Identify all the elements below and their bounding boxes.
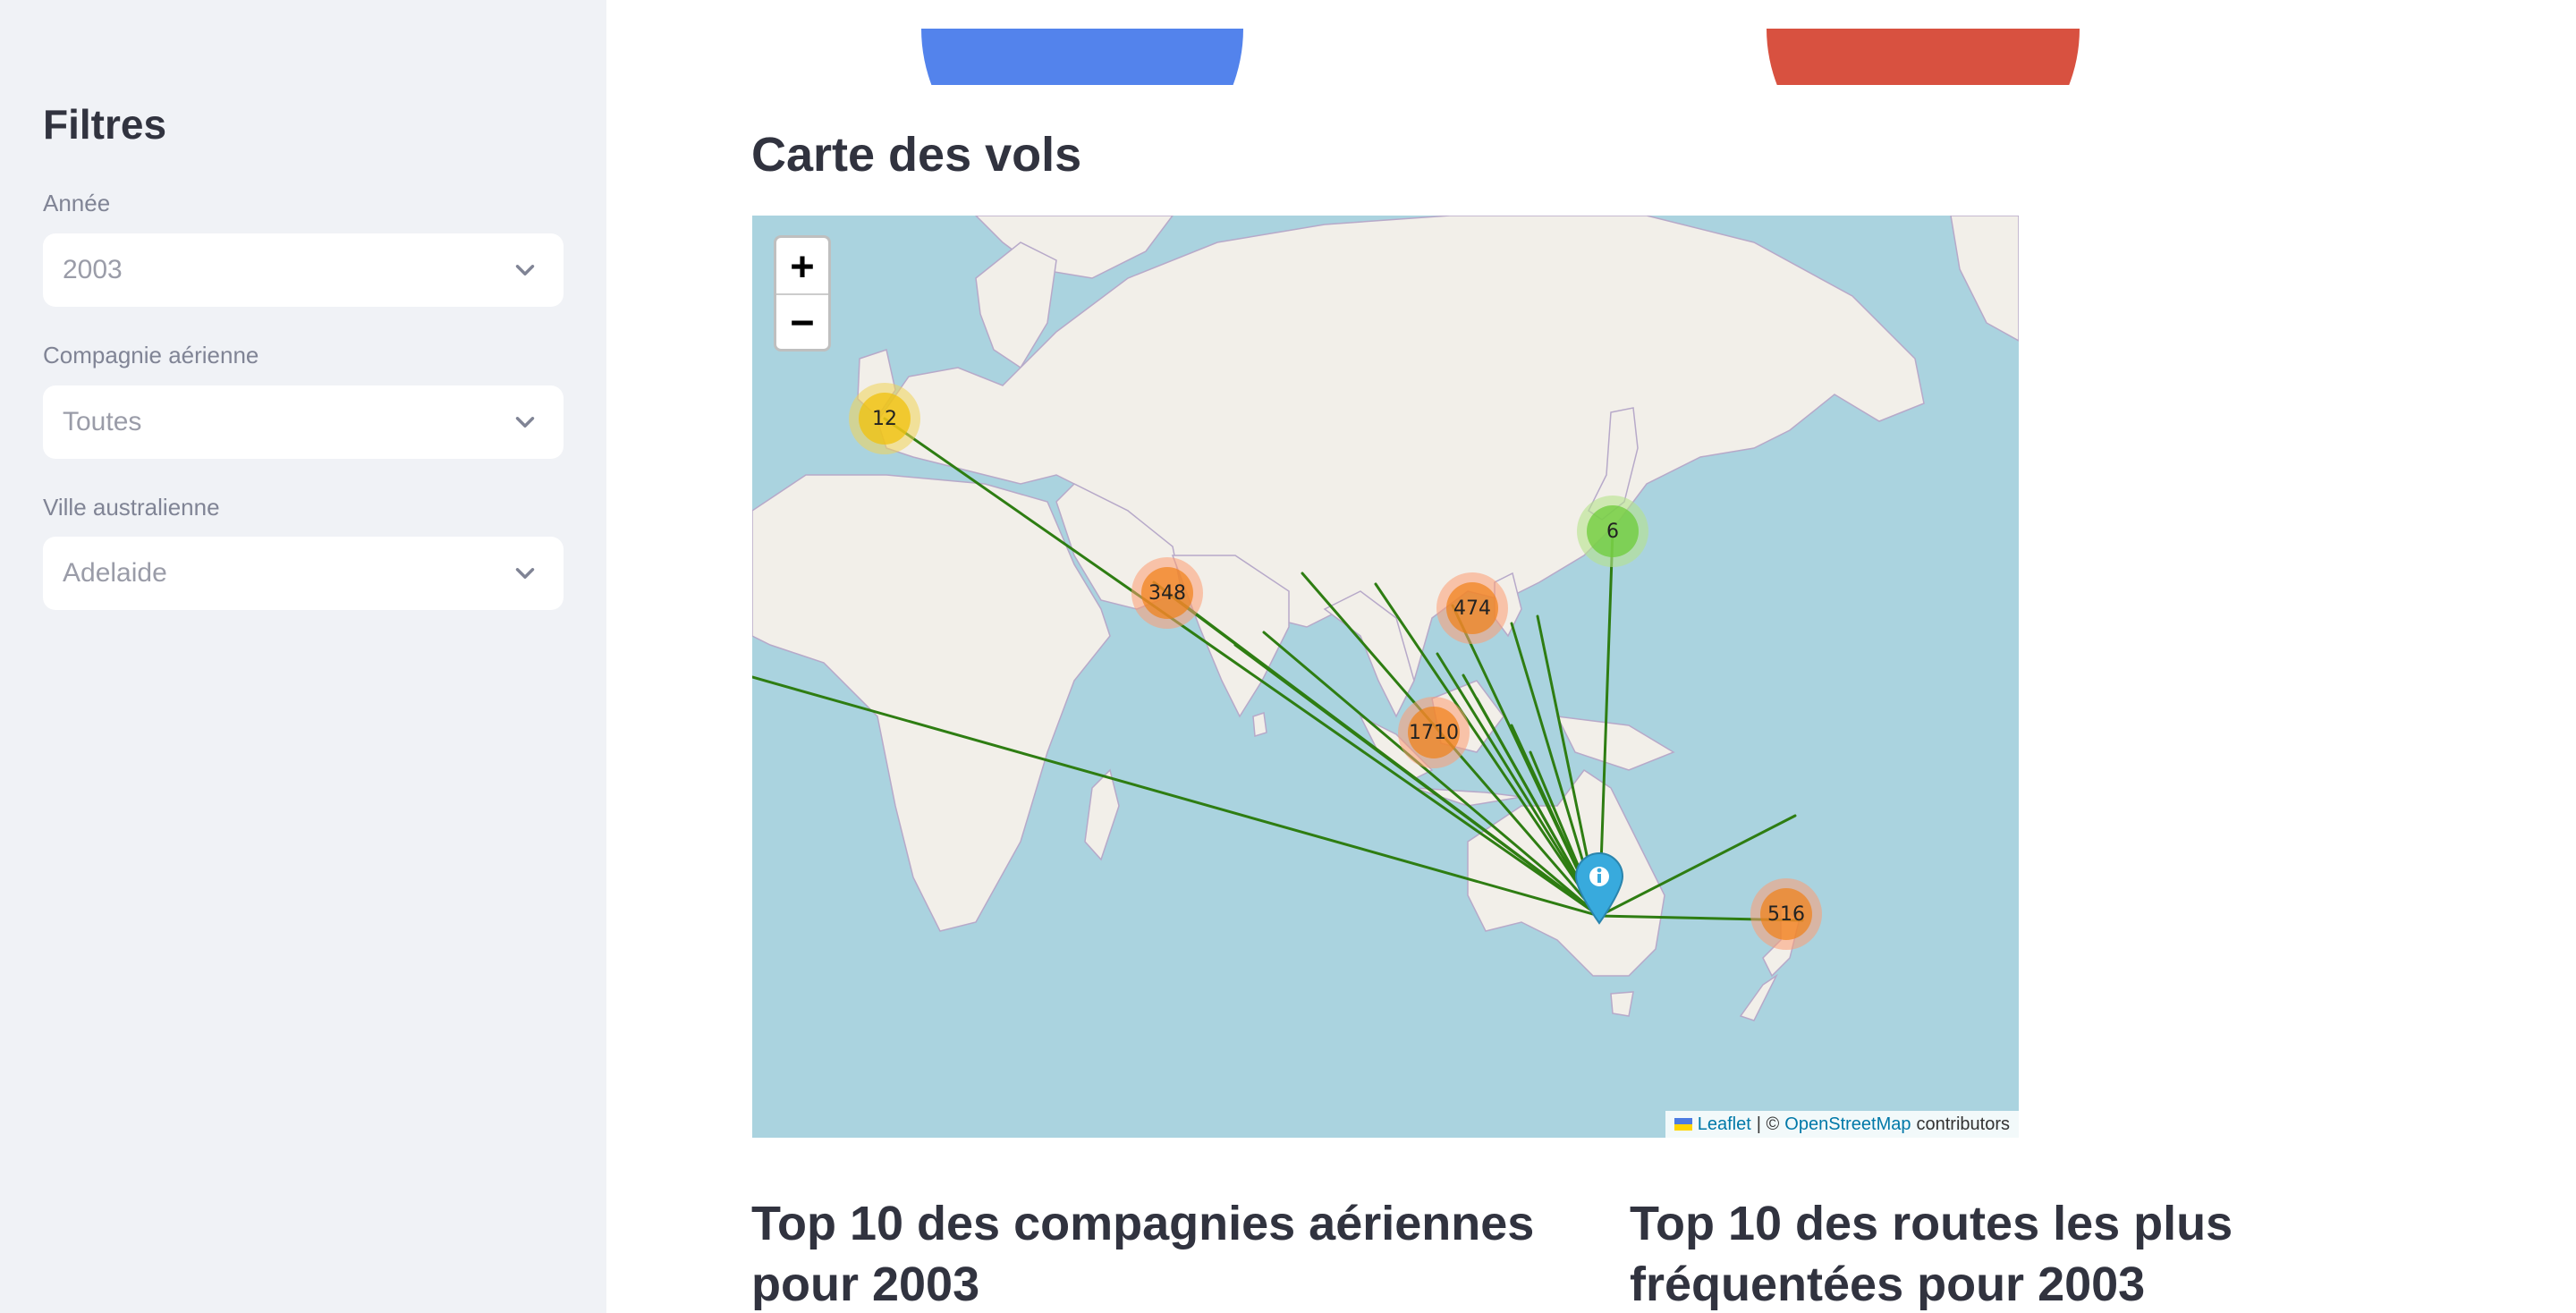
map-pin-icon[interactable] bbox=[1572, 850, 1626, 925]
cluster-marker-middle-east[interactable]: 348 bbox=[1131, 557, 1203, 629]
flight-route-line bbox=[1262, 631, 1601, 918]
sidebar: Filtres Année 2003 Compagnie aérienne To… bbox=[0, 0, 606, 1313]
city-select[interactable]: Adelaide bbox=[43, 537, 564, 610]
top-airlines-title: Top 10 des compagnies aériennes pour 200… bbox=[751, 1197, 1535, 1311]
pie-chart-bottom-edge-right bbox=[1767, 29, 2080, 85]
city-value: Adelaide bbox=[63, 558, 167, 588]
flight-route-line bbox=[883, 417, 1601, 918]
flight-route-line bbox=[1233, 643, 1601, 918]
chevron-down-icon bbox=[515, 417, 535, 428]
map-attribution: Leaflet | © OpenStreetMap contributors bbox=[1665, 1111, 2019, 1138]
flight-map[interactable]: 12 6 348 474 1710 516 + − bbox=[752, 216, 2019, 1138]
cluster-count: 6 bbox=[1587, 505, 1639, 557]
cluster-count: 474 bbox=[1446, 582, 1498, 634]
year-label: Année bbox=[43, 190, 111, 216]
cluster-count: 348 bbox=[1141, 567, 1193, 619]
flight-route-line bbox=[1374, 582, 1601, 918]
map-title: Carte des vols bbox=[751, 128, 1082, 182]
city-label: Ville australienne bbox=[43, 494, 220, 521]
pie-chart-bottom-edge-left bbox=[921, 29, 1243, 85]
airline-select[interactable]: Toutes bbox=[43, 385, 564, 459]
attribution-suffix: contributors bbox=[1916, 1114, 2011, 1134]
cluster-count: 516 bbox=[1760, 888, 1812, 940]
year-value: 2003 bbox=[63, 255, 123, 284]
leaflet-link[interactable]: Leaflet bbox=[1697, 1114, 1751, 1134]
cluster-count: 1710 bbox=[1408, 707, 1460, 758]
cluster-marker-east-asia[interactable]: 474 bbox=[1436, 572, 1508, 644]
map-base-layer bbox=[752, 216, 2019, 1021]
flight-route-line bbox=[1436, 652, 1601, 918]
top-routes-title: Top 10 des routes les plus fréquentées p… bbox=[1630, 1197, 2233, 1311]
cluster-count: 12 bbox=[859, 393, 911, 445]
flight-route-line bbox=[1597, 814, 1797, 918]
chevron-down-icon bbox=[515, 568, 535, 579]
airline-value: Toutes bbox=[63, 407, 142, 436]
zoom-out-button[interactable]: − bbox=[776, 293, 828, 349]
cluster-marker-new-zealand[interactable]: 516 bbox=[1750, 878, 1822, 950]
flight-route-line bbox=[752, 675, 1601, 918]
cluster-marker-japan[interactable]: 6 bbox=[1577, 496, 1648, 567]
openstreetmap-link[interactable]: OpenStreetMap bbox=[1784, 1114, 1911, 1134]
attribution-separator: | © bbox=[1756, 1114, 1780, 1134]
cluster-marker-europe[interactable]: 12 bbox=[849, 383, 920, 454]
ukraine-flag-icon bbox=[1674, 1118, 1692, 1131]
zoom-control: + − bbox=[774, 235, 831, 352]
chevron-down-icon bbox=[515, 265, 535, 275]
airline-label: Compagnie aérienne bbox=[43, 342, 259, 368]
flight-route-line bbox=[1597, 529, 1614, 918]
year-select[interactable]: 2003 bbox=[43, 233, 564, 307]
zoom-in-button[interactable]: + bbox=[790, 242, 815, 289]
cluster-marker-southeast-asia[interactable]: 1710 bbox=[1398, 697, 1470, 768]
sidebar-title: Filtres bbox=[43, 101, 167, 148]
